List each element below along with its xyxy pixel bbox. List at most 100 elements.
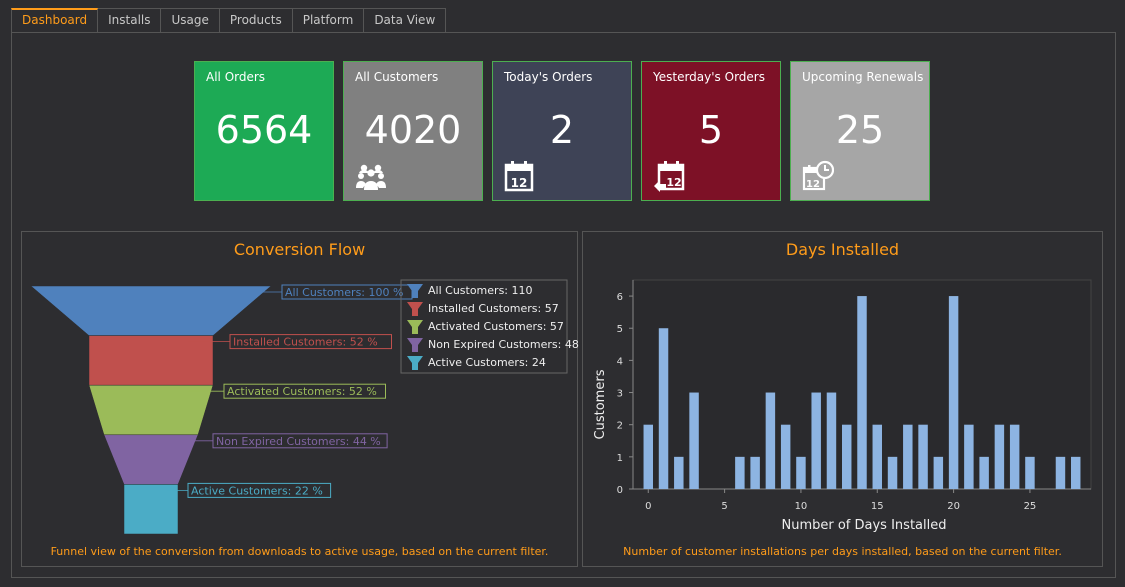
funnel-legend: All Customers: 110 Installed Customers: 5… <box>400 279 579 374</box>
bar-day-9 <box>780 424 791 489</box>
tile-value: 5 <box>698 108 724 152</box>
funnel-segment-3 <box>103 434 199 485</box>
tab-bar: Dashboard Installs Usage Products Platform Da… <box>11 8 447 32</box>
legend-item-3: Non Expired Customers: 48 <box>407 338 579 352</box>
funnel-segment-4 <box>123 484 179 535</box>
tile-label: Upcoming Renewals <box>802 70 924 84</box>
funnel-legend-icon <box>407 338 423 352</box>
tile-all-customers[interactable]: All Customers 4020 <box>343 61 483 201</box>
bar-day-20 <box>948 296 959 489</box>
tile-label: Today's Orders <box>504 70 593 84</box>
bar-day-27 <box>1055 456 1066 489</box>
y-tick-label: 6 <box>617 292 623 303</box>
bar-day-10 <box>796 456 806 489</box>
tab-dashboard[interactable]: Dashboard <box>11 8 99 32</box>
days-installed-panel: Days Installed 0 1 2 3 4 5 6 0 5 10 15 20 25 Number o… <box>582 231 1103 567</box>
funnel-label-text: All Customers: 100 % <box>285 286 403 299</box>
tile-all-orders[interactable]: All Orders 6564 <box>194 61 334 201</box>
x-tick-label: 0 <box>645 501 651 512</box>
x-axis-label: Number of Days Installed <box>782 518 947 533</box>
tile-today-s-orders[interactable]: Today's Orders 2 12 <box>492 61 632 201</box>
bar-day-24 <box>1009 424 1020 489</box>
legend-item-1: Installed Customers: 57 <box>407 302 559 316</box>
y-tick-label: 3 <box>617 389 623 400</box>
bar-day-21 <box>964 424 974 489</box>
funnel-label-2: Activated Customers: 52 % <box>188 383 386 399</box>
tile-value: 2 <box>549 108 575 152</box>
bar-day-1 <box>658 328 669 489</box>
tile-label: All Customers <box>355 70 439 84</box>
x-tick-label: 10 <box>795 501 808 512</box>
conversion-flow-panel: Conversion Flow All Customers: 100 % Inst… <box>21 231 579 567</box>
bar-day-22 <box>979 456 989 489</box>
tab-installs[interactable]: Installs <box>97 8 162 32</box>
bar-day-7 <box>750 456 760 489</box>
funnel-title: Conversion Flow <box>233 240 366 259</box>
bar-day-15 <box>872 424 882 489</box>
legend-item-2: Activated Customers: 57 <box>407 320 564 334</box>
people-icon <box>355 160 387 192</box>
bar-day-17 <box>903 424 913 489</box>
funnel-label-0: All Customers: 100 % <box>263 284 413 300</box>
bar-day-0 <box>643 424 653 489</box>
funnel-caption: Funnel view of the conversion from downl… <box>50 545 549 558</box>
tile-value: 4020 <box>364 108 462 152</box>
bar-day-6 <box>735 456 745 489</box>
tab-products[interactable]: Products <box>218 8 293 32</box>
funnel-legend-icon <box>407 356 423 370</box>
y-tick-label: 1 <box>617 453 623 464</box>
y-tick-label: 2 <box>617 421 623 432</box>
bar-day-2 <box>674 456 684 489</box>
bar-day-16 <box>887 456 898 489</box>
legend-item-4: Active Customers: 24 <box>407 356 546 370</box>
calendar-clock-icon: 12 <box>802 160 835 192</box>
funnel-label-text: Non Expired Customers: 44 % <box>216 435 381 448</box>
tab-platform[interactable]: Platform <box>291 8 365 32</box>
tile-value: 25 <box>835 108 885 152</box>
funnel-legend-icon <box>407 320 423 334</box>
tile-upcoming-renewals[interactable]: Upcoming Renewals 25 12 <box>790 61 930 201</box>
legend-item-text: Installed Customers: 57 <box>428 302 559 315</box>
y-tick-label: 4 <box>617 356 623 367</box>
funnel-label-text: Activated Customers: 52 % <box>227 385 377 398</box>
funnel-label-text: Active Customers: 22 % <box>191 484 323 497</box>
bar-day-25 <box>1025 456 1035 489</box>
bar-day-28 <box>1071 456 1081 489</box>
svg-text:12: 12 <box>806 179 820 190</box>
dashboard-panel <box>11 32 1116 578</box>
legend-item-0: All Customers: 110 <box>407 284 533 298</box>
legend-item-text: Non Expired Customers: 48 <box>428 338 579 351</box>
legend-item-text: Activated Customers: 57 <box>428 320 564 333</box>
bar-chart-title: Days Installed <box>785 240 900 259</box>
calendar-back-icon: 12 <box>653 160 685 192</box>
x-tick-label: 15 <box>871 501 884 512</box>
funnel-segment-2 <box>88 384 214 436</box>
legend-item-text: Active Customers: 24 <box>428 356 546 369</box>
y-tick-label: 5 <box>617 324 623 335</box>
bar-day-19 <box>933 456 944 489</box>
bar-day-11 <box>811 392 821 489</box>
bar-day-12 <box>826 392 837 489</box>
bar-day-13 <box>842 424 852 489</box>
funnel-segment-1 <box>88 335 214 386</box>
funnel-legend-icon <box>407 302 423 316</box>
bar-day-14 <box>857 296 867 489</box>
funnel-label-text: Installed Customers: 52 % <box>233 336 378 349</box>
bar-day-8 <box>765 392 776 489</box>
tile-yesterday-s-orders[interactable]: Yesterday's Orders 5 12 <box>641 61 781 201</box>
y-axis-label: Customers <box>593 369 608 439</box>
tab-usage[interactable]: Usage <box>160 8 220 32</box>
bar-day-3 <box>689 392 699 489</box>
days-installed-chart: 0 1 2 3 4 5 6 0 5 10 15 20 25 Number of Days Installe… <box>593 279 1092 533</box>
x-tick-label: 25 <box>1024 501 1037 512</box>
funnel-segment-0 <box>30 285 272 336</box>
calendar-icon: 12 <box>504 160 536 192</box>
funnel-label-3: Non Expired Customers: 44 % <box>179 433 388 449</box>
x-tick-label: 20 <box>947 501 960 512</box>
bar-day-18 <box>918 424 928 489</box>
funnel-label-1: Installed Customers: 52 % <box>188 334 392 350</box>
bar-day-23 <box>994 424 1005 489</box>
tab-data-view[interactable]: Data View <box>363 8 447 32</box>
tile-label: All Orders <box>206 70 266 84</box>
funnel-chart: All Customers: 100 % Installed Customers:… <box>30 279 579 535</box>
